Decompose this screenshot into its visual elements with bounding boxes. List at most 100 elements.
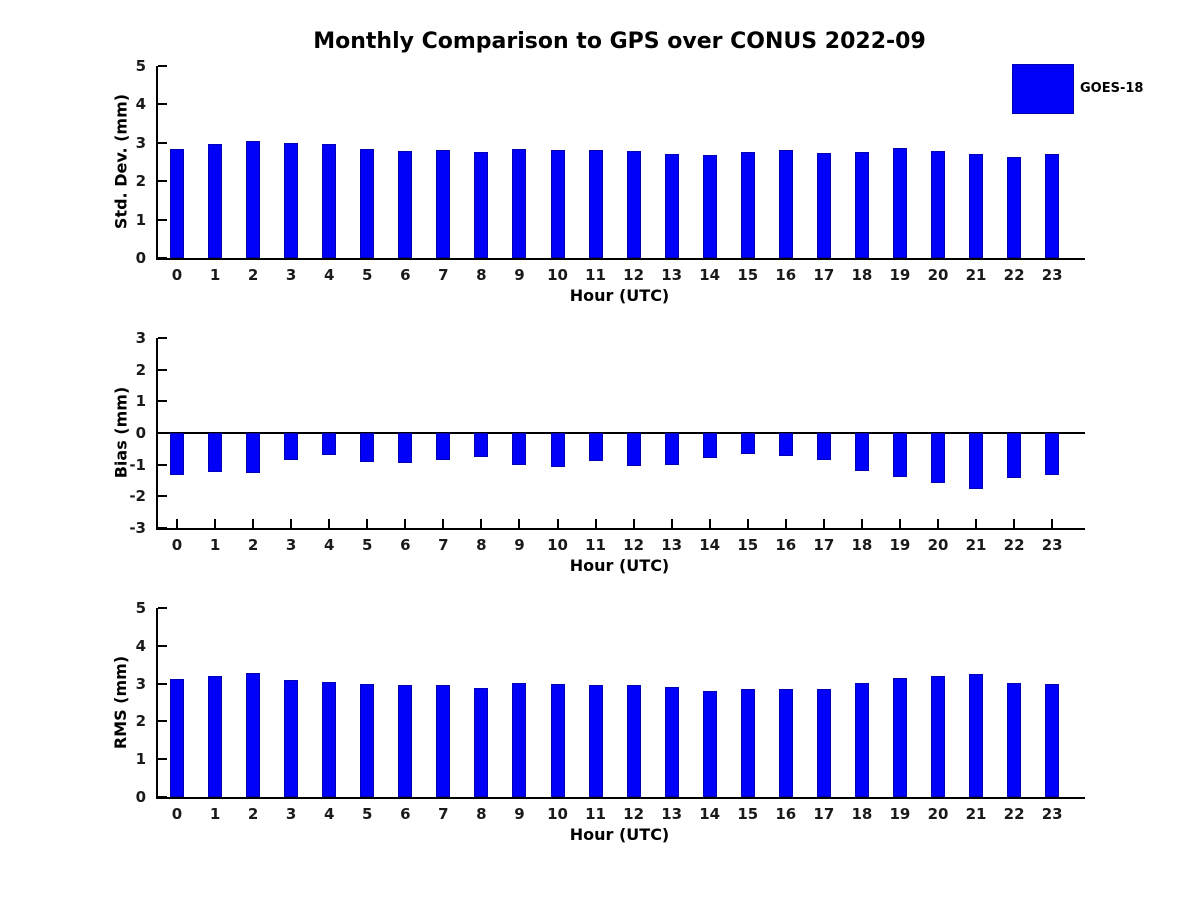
y-tick-mark xyxy=(158,180,167,183)
bar-hour-7 xyxy=(436,433,451,460)
bar-hour-9 xyxy=(512,149,527,258)
x-tick-label: 20 xyxy=(927,536,949,554)
bar-hour-12 xyxy=(626,685,641,797)
bar-hour-10 xyxy=(550,150,565,258)
x-tick-mark xyxy=(290,519,293,528)
x-tick-label: 2 xyxy=(247,536,259,554)
bar-hour-13 xyxy=(664,687,679,797)
bar-hour-15 xyxy=(740,433,755,454)
x-tick-label: 3 xyxy=(285,266,297,284)
plot-area-std-dev: 0 1 2 3 4 5 0 1 2 3 4 5 6 7 8 9 10 11 12 13 14 15 16 17 18 19 20 21… xyxy=(136,57,1085,284)
y-tick-label: 2 xyxy=(135,172,146,191)
bar-hour-17 xyxy=(816,433,831,461)
x-tick-label: 16 xyxy=(775,536,797,554)
y-tick-label: 4 xyxy=(135,636,146,655)
y-tick-mark xyxy=(158,141,167,144)
x-tick-mark xyxy=(1051,519,1054,528)
bar-hour-2 xyxy=(246,141,261,258)
bar-hour-17 xyxy=(816,153,831,258)
bar-hour-14 xyxy=(702,690,717,797)
bar-hour-22 xyxy=(1007,433,1022,478)
x-tick-label: 2 xyxy=(247,266,259,284)
bar-hour-18 xyxy=(854,433,869,472)
bar-hour-11 xyxy=(588,433,603,461)
x-tick-label: 1 xyxy=(209,536,221,554)
y-tick-mark xyxy=(158,527,167,529)
x-tick-label: 1 xyxy=(209,805,221,823)
bar-hour-2 xyxy=(246,673,261,797)
bar-hour-4 xyxy=(322,144,337,258)
bar-hour-10 xyxy=(550,683,565,797)
x-tick-label: 3 xyxy=(285,536,297,554)
x-tick-label: 23 xyxy=(1041,536,1063,554)
bar-hour-0 xyxy=(170,433,184,475)
x-tick-mark xyxy=(975,519,978,528)
y-tick-mark xyxy=(158,103,167,106)
y-tick-label: 3 xyxy=(135,674,146,693)
plot-area-rms: 0 1 2 3 4 5 0 1 2 3 4 5 6 7 8 9 10 11 12 13 14 15 16 17 18 19 20 21… xyxy=(136,599,1085,823)
bar-hour-5 xyxy=(360,683,375,797)
bar-hour-19 xyxy=(892,677,907,797)
x-tick-label: 19 xyxy=(889,266,911,284)
bar-hour-21 xyxy=(969,433,984,490)
x-tick-mark xyxy=(328,519,331,528)
x-tick-label: 14 xyxy=(699,536,721,554)
bar-hour-20 xyxy=(931,433,945,483)
x-tick-label: 15 xyxy=(737,805,759,823)
x-tick-label: 21 xyxy=(965,805,987,823)
bar-hour-8 xyxy=(474,687,489,797)
bar-hour-8 xyxy=(474,151,489,258)
x-tick-mark xyxy=(176,519,178,528)
x-tick-mark xyxy=(442,519,445,528)
y-tick-mark xyxy=(158,368,167,371)
bar-hour-5 xyxy=(360,433,375,463)
bar-hour-7 xyxy=(436,150,451,258)
y-tick-mark xyxy=(158,463,167,466)
x-tick-label: 2 xyxy=(247,805,259,823)
bar-hour-20 xyxy=(931,675,945,797)
x-tick-label: 23 xyxy=(1041,266,1063,284)
x-tick-label: 18 xyxy=(851,536,873,554)
y-tick-label: 2 xyxy=(135,360,146,379)
figure-title: Monthly Comparison to GPS over CONUS 202… xyxy=(313,29,926,54)
x-tick-mark xyxy=(480,519,483,528)
x-tick-label: 14 xyxy=(699,266,721,284)
bar-hour-4 xyxy=(322,433,337,455)
x-tick-mark xyxy=(898,519,901,528)
x-tick-mark xyxy=(366,519,369,528)
x-tick-label: 7 xyxy=(438,266,449,284)
y-tick-mark xyxy=(158,65,167,67)
x-tick-mark xyxy=(1013,519,1016,528)
bar-hour-14 xyxy=(702,154,717,258)
x-tick-label: 9 xyxy=(514,805,525,823)
y-tick-mark xyxy=(158,257,167,259)
y-tick-mark xyxy=(158,495,167,498)
y-tick-label: 3 xyxy=(135,329,146,347)
x-tick-label: 13 xyxy=(661,536,683,554)
x-tick-label: 10 xyxy=(547,805,568,823)
bar-hour-13 xyxy=(664,433,679,466)
bar-hour-18 xyxy=(854,682,869,797)
y-tick-label: -2 xyxy=(129,487,146,506)
bar-hour-16 xyxy=(778,433,793,456)
x-tick-label: 18 xyxy=(851,805,873,823)
x-tick-label: 4 xyxy=(323,805,335,823)
x-tick-label: 0 xyxy=(171,266,183,284)
y-tick-label: 1 xyxy=(135,392,146,411)
bar-hour-23 xyxy=(1045,433,1060,476)
y-tick-label: -1 xyxy=(129,455,146,474)
x-tick-label: 3 xyxy=(285,805,297,823)
x-tick-mark xyxy=(860,519,863,528)
y-tick-mark xyxy=(158,796,167,798)
bar-hour-3 xyxy=(284,679,299,797)
y-tick-label: 0 xyxy=(135,788,146,806)
x-tick-label: 11 xyxy=(585,805,606,823)
bar-hour-21 xyxy=(969,153,984,258)
x-tick-label: 6 xyxy=(400,805,411,823)
x-tick-label: 14 xyxy=(699,805,721,823)
x-tick-label: 15 xyxy=(737,266,759,284)
bar-hour-7 xyxy=(436,685,451,797)
y-tick-label: 3 xyxy=(135,133,146,152)
x-axis-label-hour-utc: Hour (UTC) xyxy=(569,286,670,305)
